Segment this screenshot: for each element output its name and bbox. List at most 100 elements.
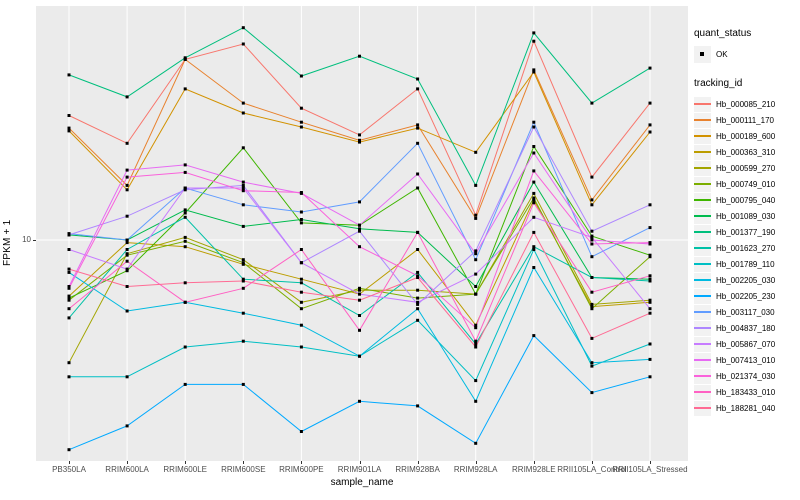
legend-line [694,151,711,153]
data-point [648,66,652,70]
x-tick-mark [243,461,245,464]
data-point [358,138,361,142]
data-point [590,336,594,340]
data-point [299,307,303,311]
data-point [183,345,187,349]
data-point [532,120,536,124]
data-point [67,73,71,77]
data-point [416,404,420,408]
data-point [532,151,536,155]
data-point [299,281,303,285]
x-tick-mark [69,461,70,464]
data-point [299,290,303,294]
legend-item-Hb_000795_040: Hb_000795_040 [694,192,798,208]
legend-item-Hb_000189_600: Hb_000189_600 [694,128,798,144]
data-point [125,248,129,251]
legend-item-Hb_000749_010: Hb_000749_010 [694,176,798,192]
line-swatch-icon [694,240,711,256]
data-point [299,210,303,214]
data-point [241,224,245,228]
legend-line [694,119,711,121]
data-point [358,133,361,137]
line-swatch-icon [694,112,711,128]
data-point [416,318,420,322]
data-point [648,342,652,346]
line-swatch-icon [694,272,711,288]
x-tick-label: RRIM901LA [337,465,382,474]
data-point [183,211,187,215]
data-point [648,298,652,302]
data-point [125,267,129,271]
data-point [241,42,245,46]
data-point [299,430,303,433]
data-point [67,267,71,271]
data-point [648,274,652,278]
data-point [416,302,420,306]
legend-label: Hb_021374_030 [716,371,776,381]
data-point [358,200,361,204]
data-point [125,188,129,192]
data-point [590,305,594,309]
legend-line [694,327,711,329]
data-point [590,101,594,105]
data-point [125,253,129,257]
line-swatch-icon [694,256,711,272]
data-point [183,208,187,212]
data-point [474,292,478,296]
data-point [416,307,420,311]
data-point [241,279,245,283]
data-point [474,258,478,262]
data-point [358,354,361,358]
data-point [532,230,536,234]
legend-item-Hb_002205_230: Hb_002205_230 [694,288,798,304]
data-point [67,126,71,130]
data-point [532,125,536,129]
legend-label: Hb_000363_310 [716,147,776,157]
data-point [416,288,420,292]
legend-label: Hb_000085_210 [716,99,776,109]
data-point [648,311,652,315]
data-point [416,126,420,130]
data-point [67,129,71,133]
x-tick-label: RRIM928LA [453,465,498,474]
data-point [241,101,245,105]
legend-line [694,391,711,393]
data-point [67,307,71,311]
data-point [590,242,594,246]
data-point [67,448,71,452]
data-point [299,248,303,251]
legend-line [694,359,711,361]
data-point [590,203,594,207]
data-point [125,183,129,187]
data-point [474,345,478,349]
x-tick-label: RRIM600LA [105,465,149,474]
x-tick-mark [650,461,651,464]
data-point [299,191,303,194]
data-point [125,424,129,428]
legend-label: Hb_188281_040 [716,403,776,413]
data-point [648,130,652,134]
legend: quant_status OK tracking_id Hb_000085_21… [694,28,798,416]
data-point [648,300,652,304]
line-swatch-icon [694,288,711,304]
data-point [474,342,478,346]
y-tick-mark [33,240,36,241]
legend-line [694,135,711,137]
data-point [299,221,303,225]
x-tick-mark [591,461,593,464]
data-point [125,309,129,313]
data-point [532,201,536,205]
line-swatch-icon [694,336,711,352]
x-tick-label: RRIM928LE [512,465,556,474]
legend-line [694,183,711,185]
legend-line [694,279,711,281]
data-point [241,311,245,315]
data-point [241,261,245,265]
data-point [416,248,420,251]
x-axis-title: sample_name [330,477,394,488]
data-point [474,213,478,217]
data-point [358,399,361,403]
x-tick-mark [475,461,477,464]
data-point [532,169,536,173]
legend-label: Hb_001789_110 [716,259,775,269]
